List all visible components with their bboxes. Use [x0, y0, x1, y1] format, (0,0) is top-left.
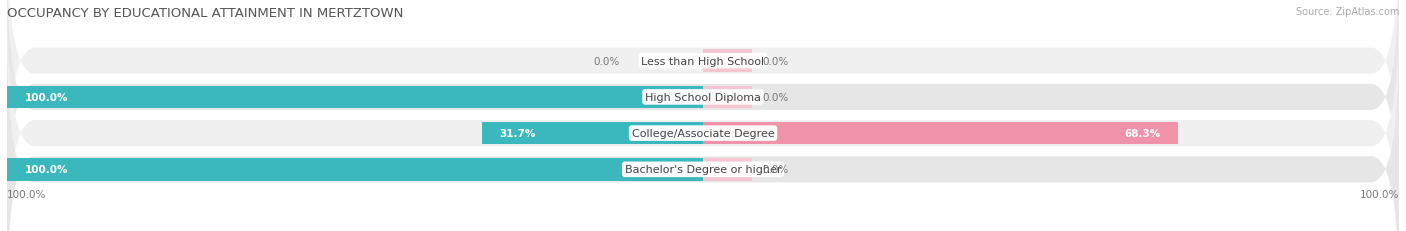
FancyBboxPatch shape: [7, 0, 1399, 229]
FancyBboxPatch shape: [7, 0, 1399, 193]
Bar: [703, 158, 752, 181]
Text: High School Diploma: High School Diploma: [645, 92, 761, 103]
Text: Source: ZipAtlas.com: Source: ZipAtlas.com: [1295, 7, 1399, 17]
FancyBboxPatch shape: [7, 2, 1399, 231]
Text: Bachelor's Degree or higher: Bachelor's Degree or higher: [624, 165, 782, 175]
Text: College/Associate Degree: College/Associate Degree: [631, 128, 775, 139]
Text: 0.0%: 0.0%: [593, 56, 620, 66]
Bar: [7, 158, 703, 181]
Text: 0.0%: 0.0%: [762, 56, 789, 66]
Text: 100.0%: 100.0%: [7, 189, 46, 199]
Text: 0.0%: 0.0%: [762, 165, 789, 175]
Bar: [703, 86, 752, 109]
Text: 0.0%: 0.0%: [762, 92, 789, 103]
FancyBboxPatch shape: [7, 38, 1399, 231]
Text: OCCUPANCY BY EDUCATIONAL ATTAINMENT IN MERTZTOWN: OCCUPANCY BY EDUCATIONAL ATTAINMENT IN M…: [7, 7, 404, 20]
Text: 68.3%: 68.3%: [1125, 128, 1161, 139]
Legend: Owner-occupied, Renter-occupied: Owner-occupied, Renter-occupied: [596, 228, 810, 231]
Bar: [7, 86, 703, 109]
Bar: [482, 122, 703, 145]
Bar: [703, 50, 752, 73]
Bar: [703, 122, 1178, 145]
Text: 31.7%: 31.7%: [499, 128, 536, 139]
Text: 100.0%: 100.0%: [24, 165, 67, 175]
Text: 100.0%: 100.0%: [24, 92, 67, 103]
Text: Less than High School: Less than High School: [641, 56, 765, 66]
Text: 100.0%: 100.0%: [1360, 189, 1399, 199]
